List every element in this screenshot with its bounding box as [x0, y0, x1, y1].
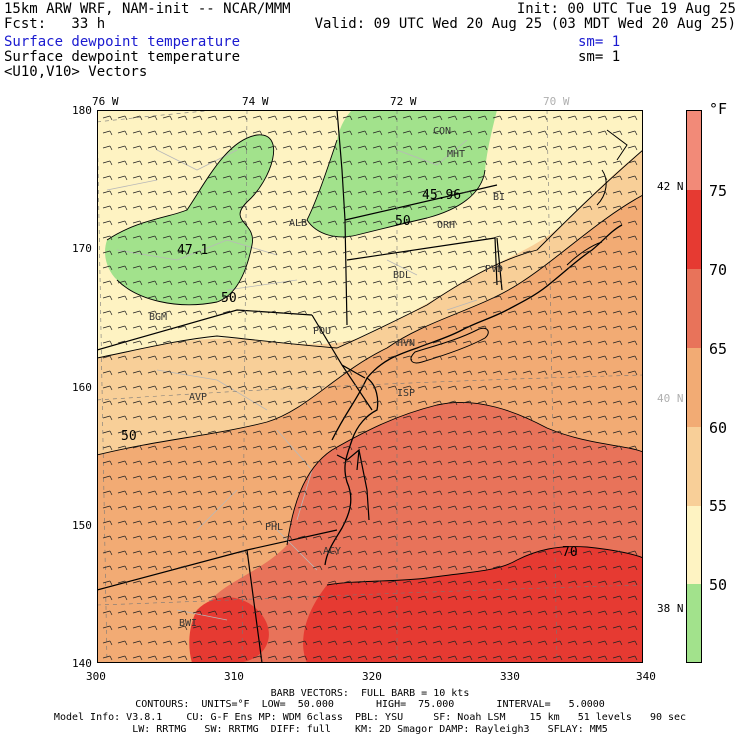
city-label: POU [313, 326, 331, 337]
city-label: HVN [397, 338, 415, 349]
lat-grid [97, 110, 643, 606]
cape-cod [566, 129, 628, 266]
wind-barbs [102, 115, 638, 661]
contour-60 [97, 194, 643, 456]
x-tick: 300 [86, 670, 106, 683]
contour-55 [97, 149, 643, 359]
colorbar-label: 75 [709, 182, 728, 200]
coastline [324, 377, 379, 566]
colorbar-label: 55 [709, 497, 728, 515]
cbar-above75 [686, 110, 702, 190]
map-frame [97, 110, 643, 663]
contour-65 [286, 401, 643, 546]
city-label: BGM [149, 312, 167, 323]
contour-label: 50 [121, 429, 137, 444]
model-title: 15km ARW WRF, NAM-init -- NCAR/MMM [4, 1, 291, 17]
contour-label: 47.1 [177, 243, 208, 258]
cbar-55-60 [686, 427, 702, 506]
long-island [410, 327, 489, 364]
model-info-2: LW: RRTMG SW: RRTMG DIFF: full KM: 2D Sm… [132, 724, 608, 735]
city-label: ACY [323, 546, 341, 557]
smoothing-contour: sm= 1 [578, 49, 621, 65]
shade-below50 [105, 134, 274, 305]
city-label: CON [433, 126, 451, 137]
city-label: AVP [189, 392, 207, 403]
lon-label: 72 W [390, 95, 417, 108]
y-tick: 180 [72, 104, 92, 117]
cbar-below50 [686, 584, 702, 663]
colorbar-label: 65 [709, 340, 728, 358]
colorbar-label: 50 [709, 576, 728, 594]
contour-info: CONTOURS: UNITS=°F LOW= 50.000 HIGH= 75.… [135, 699, 605, 710]
city-label: MHT [447, 149, 465, 160]
smoothing-shaded: sm= 1 [578, 34, 621, 50]
city-label: BWI [179, 618, 197, 629]
colorbar [686, 110, 702, 663]
cbar-65-70 [686, 269, 702, 348]
contour-label: 70 [562, 545, 578, 560]
barb-legend: BARB VECTORS: FULL BARB = 10 kts [270, 688, 470, 699]
shade-below50 [307, 110, 497, 237]
y-tick: 160 [72, 381, 92, 394]
state-borders [97, 110, 503, 663]
lon-label: 76 W [92, 95, 119, 108]
valid-time: Valid: 09 UTC Wed 20 Aug 25 (03 MDT Wed … [314, 16, 736, 32]
lat-label: 42 N [657, 180, 684, 193]
colorbar-label: 60 [709, 419, 728, 437]
shade-70-75 [303, 546, 643, 663]
colorbar-label: 70 [709, 261, 728, 279]
cbar-50-55 [686, 506, 702, 584]
y-tick: 170 [72, 242, 92, 255]
vector-title: <U10,V10> Vectors [4, 64, 148, 80]
contour-label: 45.96 [422, 188, 461, 203]
contour-50 [306, 139, 486, 238]
city-label: PHL [265, 522, 283, 533]
model-info: Model Info: V3.8.1 CU: G-F Ens MP: WDM 6… [53, 712, 687, 723]
lon-label: 74 W [242, 95, 269, 108]
y-tick: 140 [72, 657, 92, 670]
wind-barb-field [102, 115, 638, 661]
city-label: ISP [397, 388, 415, 399]
x-tick: 330 [500, 670, 520, 683]
forecast-hour: Fcst: 33 h [4, 16, 106, 32]
city-label: BI [493, 192, 505, 203]
field-title-shaded: Surface dewpoint temperature [4, 34, 241, 50]
city-label: PVD [485, 264, 503, 275]
contour-label: 50 [395, 214, 411, 229]
contour-70 [326, 546, 643, 586]
lat-label: 40 N [657, 392, 684, 405]
shade-70-75 [189, 597, 269, 663]
cbar-70-75 [686, 190, 702, 269]
y-tick: 150 [72, 519, 92, 532]
field-title-contour: Surface dewpoint temperature [4, 49, 241, 65]
contour-label: 50 [221, 291, 237, 306]
city-label: ALB [289, 218, 307, 229]
city-label: ORH [437, 220, 455, 231]
colorbar-unit: °F [709, 100, 728, 118]
x-tick: 320 [362, 670, 382, 683]
cbar-60-65 [686, 348, 702, 427]
x-tick: 340 [636, 670, 656, 683]
lat-label: 38 N [657, 602, 684, 615]
city-label: BDL [393, 270, 411, 281]
dewpoint-map: CON MHT ALB BDL PVD BGM POU HVN AVP ISP … [97, 110, 643, 663]
x-tick: 310 [224, 670, 244, 683]
init-time: Init: 00 UTC Tue 19 Aug 25 [516, 1, 736, 17]
lon-label: 70 W [543, 95, 570, 108]
